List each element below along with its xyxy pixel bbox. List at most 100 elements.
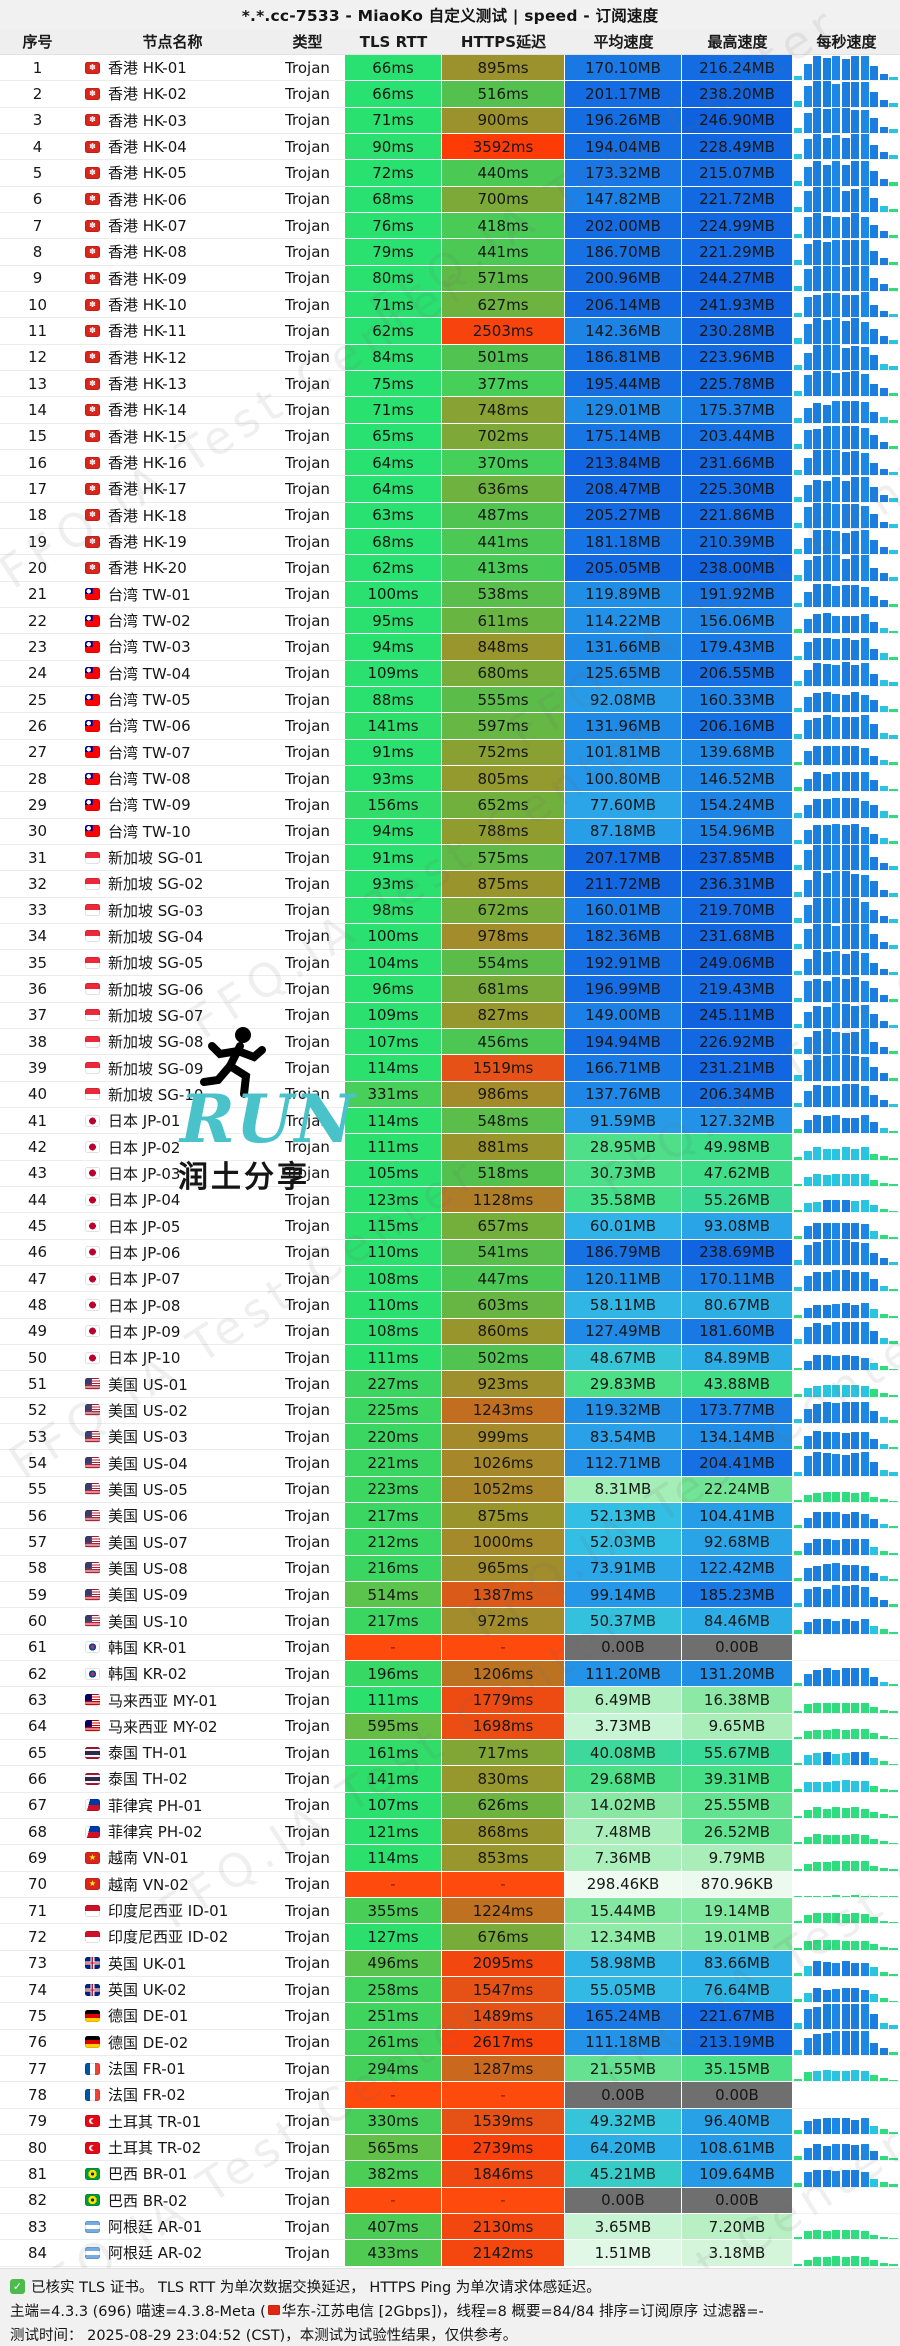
avg-speed-cell: 58.11MB <box>565 1292 682 1319</box>
node-name: 法国 FR-01 <box>108 2060 186 2079</box>
speed-bar <box>860 1861 869 1871</box>
speed-bar <box>870 1596 879 1608</box>
tls-rtt-cell: 111ms <box>345 1345 442 1372</box>
speed-bar <box>813 584 822 607</box>
table-row: 27 台湾 TW-07 Trojan 91ms 752ms 101.81MB 139.68M… <box>0 739 900 766</box>
node-name: 土耳其 TR-02 <box>108 2139 202 2158</box>
speed-bar <box>813 1618 822 1634</box>
speed-bar <box>860 637 869 660</box>
speed-bar <box>813 613 822 634</box>
speed-bar <box>860 1491 869 1503</box>
speed-bar <box>794 1842 803 1845</box>
tls-rtt-cell: 71ms <box>345 397 442 424</box>
country-flag-icon <box>85 2088 100 2101</box>
per-second-speed-sparkline <box>793 555 900 582</box>
node-type: Trojan <box>270 476 345 503</box>
speed-bar <box>841 1807 850 1818</box>
node-type: Trojan <box>270 2082 345 2109</box>
country-flag-icon: ✽ <box>85 456 100 469</box>
node-name-cell: 英国 UK-01 <box>75 1950 270 1977</box>
table-row: 41 日本 JP-01 Trojan 114ms 548ms 91.59MB 127.32M… <box>0 1108 900 1135</box>
speed-bar <box>813 107 822 133</box>
speed-bar <box>879 547 888 555</box>
speed-bar <box>803 244 812 265</box>
node-type: Trojan <box>270 2003 345 2030</box>
speed-bar <box>822 81 831 107</box>
node-name-cell: ✽ 香港 HK-14 <box>75 397 270 424</box>
row-index: 59 <box>0 1582 75 1609</box>
speed-bar <box>860 1752 869 1766</box>
country-flag-icon <box>85 1114 100 1127</box>
speed-bar <box>879 1155 888 1160</box>
speed-bar <box>860 1729 869 1739</box>
tls-rtt-cell: 355ms <box>345 1897 442 1925</box>
speed-bar <box>803 1360 812 1371</box>
avg-speed-cell: 91.59MB <box>565 1108 682 1135</box>
node-name-cell: 日本 JP-04 <box>75 1187 270 1214</box>
country-flag-icon <box>85 1351 100 1364</box>
avg-speed-cell: 35.58MB <box>565 1187 682 1214</box>
max-speed-cell: 104.41MB <box>682 1503 793 1530</box>
speed-bar <box>879 2156 888 2161</box>
speed-bar <box>851 213 860 239</box>
table-row: 33 新加坡 SG-03 Trojan 98ms 672ms 160.01MB 219.70… <box>0 897 900 924</box>
max-speed-cell: 80.67MB <box>682 1292 793 1319</box>
node-name: 越南 VN-02 <box>108 1875 189 1894</box>
max-speed-cell: 237.85MB <box>682 844 793 872</box>
https-delay-cell: 487ms <box>442 502 565 529</box>
tls-rtt-cell: 141ms <box>345 1766 442 1793</box>
node-name: 香港 HK-04 <box>108 138 187 157</box>
node-name-cell: ✽ 香港 HK-08 <box>75 239 270 266</box>
avg-speed-cell: 83.54MB <box>565 1424 682 1451</box>
speed-bar <box>841 1239 850 1266</box>
tls-rtt-cell: 225ms <box>345 1397 442 1425</box>
speed-bar <box>889 1077 898 1081</box>
node-name-cell: 台湾 TW-02 <box>75 607 270 635</box>
speed-bar <box>879 1021 888 1029</box>
per-second-speed-sparkline <box>793 344 900 371</box>
per-second-speed-sparkline <box>793 318 900 345</box>
speed-bar <box>832 1539 841 1555</box>
max-speed-cell: 93.08MB <box>682 1213 793 1240</box>
per-second-speed-sparkline <box>793 2213 900 2241</box>
speed-bar <box>870 197 879 212</box>
country-flag-icon <box>85 1746 100 1759</box>
speed-bar <box>860 748 869 765</box>
node-name-cell: 新加坡 SG-10 <box>75 1081 270 1109</box>
speed-bar <box>870 909 879 923</box>
row-index: 41 <box>0 1108 75 1135</box>
table-row: 19 ✽ 香港 HK-19 Trojan 68ms 441ms 181.18MB 210.39… <box>0 528 900 556</box>
tls-rtt-cell: - <box>345 1634 442 1662</box>
row-index: 16 <box>0 449 75 477</box>
speed-bar <box>851 1962 860 1976</box>
speed-bar <box>803 1966 812 1976</box>
speed-bar <box>841 1753 850 1766</box>
speed-bar <box>870 225 879 239</box>
speed-bar <box>794 655 803 660</box>
speed-bar <box>860 952 869 976</box>
table-row: 72 印度尼西亚 ID-02 Trojan 127ms 676ms 12.34MB 19.0… <box>0 1924 900 1951</box>
node-name: 日本 JP-04 <box>108 1191 181 1210</box>
tls-rtt-cell: 261ms <box>345 2029 442 2056</box>
speed-bar <box>813 530 822 555</box>
speed-bar <box>851 2229 860 2240</box>
speed-bar <box>889 392 898 397</box>
speed-bar <box>841 1491 850 1503</box>
speed-bar <box>851 1807 860 1818</box>
tls-rtt-cell: 216ms <box>345 1555 442 1583</box>
row-index: 15 <box>0 423 75 450</box>
node-name-cell: 新加坡 SG-08 <box>75 1029 270 1056</box>
tls-rtt-cell: 251ms <box>345 2003 442 2030</box>
table-row: 37 新加坡 SG-07 Trojan 109ms 827ms 149.00MB 245.1… <box>0 1002 900 1030</box>
avg-speed-cell: 48.67MB <box>565 1345 682 1372</box>
speed-bar <box>879 1946 888 1950</box>
avg-speed-cell: 211.72MB <box>565 871 682 898</box>
speed-bar <box>860 1357 869 1371</box>
table-row: 7 ✽ 香港 HK-07 Trojan 76ms 418ms 202.00MB 224.99M… <box>0 212 900 240</box>
speed-bar <box>832 1753 841 1766</box>
speed-bar <box>851 585 860 607</box>
node-name-cell: 日本 JP-03 <box>75 1160 270 1188</box>
avg-speed-cell: 131.66MB <box>565 634 682 661</box>
speed-bar <box>794 629 803 634</box>
speed-bar <box>870 756 879 765</box>
